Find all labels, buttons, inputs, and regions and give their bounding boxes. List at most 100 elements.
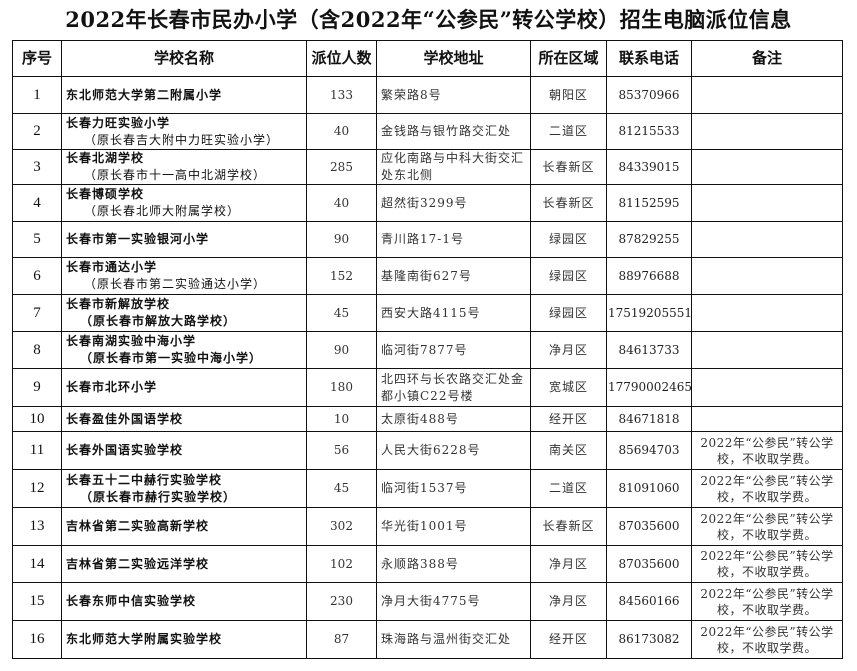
table-header-row: 序号 学校名称 派位人数 学校地址 所在区域 联系电话 备注: [12, 40, 843, 77]
school-name-text: 长春市北环小学: [66, 380, 158, 394]
school-address: 青川路17-1号: [376, 221, 531, 258]
note: [691, 294, 843, 332]
school-name: 吉林省第二实验高新学校: [61, 507, 307, 546]
phone-number: 81152595: [606, 184, 692, 222]
phone-number: 85370966: [606, 76, 692, 114]
note: [691, 368, 843, 407]
former-name: （原长春市解放大路学校）: [80, 314, 237, 328]
header-name: 学校名称: [61, 40, 307, 77]
table-row: 4 长春博硕学校 （原长春北师大附属学校） 40 超然街3299号 长春新区 8115259…: [12, 184, 843, 222]
district: 长春新区: [530, 184, 607, 222]
district: 南关区: [530, 431, 607, 470]
former-name: （原长春市第一实验中海小学）: [80, 351, 263, 365]
school-address: 临河街7877号: [376, 331, 531, 369]
school-address: 华光街1001号: [376, 507, 531, 546]
former-name: （原长春吉大附中力旺实验小学）: [84, 132, 280, 147]
table-row: 9 长春市北环小学 180 北四环与长农路交汇处金都小镇C22号楼 宽城区 1779000…: [12, 368, 843, 407]
phone-number: 87035600: [606, 507, 692, 546]
district: 绿园区: [530, 221, 607, 258]
allocation-count: 152: [306, 257, 377, 295]
school-address: 应化南路与中科大街交汇处东北侧: [376, 149, 531, 185]
district: 绿园区: [530, 294, 607, 332]
school-name-text: 长春盈佳外国语学校: [66, 411, 184, 426]
phone-number: 84613733: [606, 331, 692, 369]
phone-number: 81091060: [606, 469, 692, 508]
school-name: 长春盈佳外国语学校: [61, 406, 307, 432]
row-number: 8: [12, 331, 62, 369]
table-row: 13 吉林省第二实验高新学校 302 华光街1001号 长春新区 87035600 2022…: [12, 507, 843, 546]
note: [691, 406, 843, 432]
row-number: 13: [12, 507, 62, 546]
school-name-text: 长春博硕学校: [66, 187, 145, 201]
phone-number: 86173082: [606, 620, 692, 659]
note: 2022年“公参民”转公学校，不收取学费。: [691, 545, 843, 583]
phone-number: 17790002465: [606, 368, 692, 407]
table-row: 16 东北师范大学附属实验学校 87 珠海路与温州街交汇处 经开区 86173082 202…: [12, 620, 843, 659]
school-address: 临河街1537号: [376, 469, 531, 508]
school-name: 吉林省第二实验远洋学校: [61, 545, 307, 583]
phone-number: 87829255: [606, 221, 692, 258]
table-row: 10 长春盈佳外国语学校 10 太原街488号 经开区 84671818: [12, 406, 843, 432]
phone-number: 84671818: [606, 406, 692, 432]
school-name: 长春市通达小学 （原长春市第二实验通达小学）: [61, 257, 307, 295]
table-row: 6 长春市通达小学 （原长春市第二实验通达小学） 152 基隆南街627号 绿园区 8897…: [12, 257, 843, 295]
school-name-text: 长春外国语实验学校: [66, 443, 184, 457]
school-name: 长春力旺实验小学 （原长春吉大附中力旺实验小学）: [61, 113, 307, 150]
note: [691, 149, 843, 185]
allocation-count: 302: [306, 507, 377, 546]
school-name-text: 长春市通达小学: [66, 260, 158, 274]
school-address: 北四环与长农路交汇处金都小镇C22号楼: [376, 368, 531, 407]
school-name-text: 东北师范大学第二附属小学: [66, 87, 223, 102]
table-row: 1 东北师范大学第二附属小学 133 繁荣路8号 朝阳区 85370966: [12, 76, 843, 114]
school-name: 长春市第一实验银河小学: [61, 221, 307, 258]
table-row: 15 长春东师中信实验学校 230 净月大街4775号 净月区 84560166 2022年…: [12, 582, 843, 621]
note: [691, 76, 843, 114]
school-name: 长春北湖学校 （原长春市十一高中北湖学校）: [61, 149, 307, 185]
school-name: 长春五十二中赫行实验学校 （原长春市赫行实验学校）: [61, 469, 307, 508]
header-phone: 联系电话: [606, 40, 692, 77]
table-row: 11 长春外国语实验学校 56 人民大街6228号 南关区 85694703 2022年“公…: [12, 431, 843, 470]
note: 2022年“公参民”转公学校，不收取学费。: [691, 431, 843, 470]
school-name-text: 吉林省第二实验远洋学校: [66, 556, 210, 571]
phone-number: 85694703: [606, 431, 692, 470]
school-address: 繁荣路8号: [376, 76, 531, 114]
table-row: 5 长春市第一实验银河小学 90 青川路17-1号 绿园区 87829255: [12, 221, 843, 258]
allocation-count: 45: [306, 469, 377, 508]
district: 净月区: [530, 582, 607, 621]
table-row: 3 长春北湖学校 （原长春市十一高中北湖学校） 285 应化南路与中科大街交汇处东北侧长…: [12, 149, 843, 185]
row-number: 12: [12, 469, 62, 508]
school-name-text: 长春五十二中赫行实验学校: [66, 472, 223, 487]
table-row: 14 吉林省第二实验远洋学校 102 永顺路388号 净月区 87035600 2022年“…: [12, 545, 843, 583]
school-name-text: 长春市新解放学校: [66, 297, 171, 311]
table-row: 2 长春力旺实验小学 （原长春吉大附中力旺实验小学） 40 金钱路与银竹路交汇处 二道区 8…: [12, 113, 843, 150]
phone-number: 87035600: [606, 545, 692, 583]
school-name-text: 长春东师中信实验学校: [66, 594, 197, 608]
district: 长春新区: [530, 507, 607, 546]
district: 净月区: [530, 545, 607, 583]
row-number: 5: [12, 221, 62, 258]
page-title: 2022年长春市民办小学（含2022年“公参民”转公学校）招生电脑派位信息: [65, 7, 792, 32]
school-address: 永顺路388号: [376, 545, 531, 583]
allocation-count: 133: [306, 76, 377, 114]
row-number: 15: [12, 582, 62, 621]
row-number: 11: [12, 431, 62, 470]
school-name: 长春博硕学校 （原长春北师大附属学校）: [61, 184, 307, 222]
row-number: 14: [12, 545, 62, 583]
school-name: 长春东师中信实验学校: [61, 582, 307, 621]
note: [691, 221, 843, 258]
school-address: 净月大街4775号: [376, 582, 531, 621]
header-district: 所在区域: [530, 40, 607, 77]
school-name-text: 吉林省第二实验高新学校: [66, 519, 210, 533]
district: 宽城区: [530, 368, 607, 407]
school-address: 人民大街6228号: [376, 431, 531, 470]
table-row: 7 长春市新解放学校 （原长春市解放大路学校） 45 西安大路4115号 绿园区 17519…: [12, 294, 843, 332]
allocation-count: 90: [306, 221, 377, 258]
table-row: 8 长春南湖实验中海小学 （原长春市第一实验中海小学） 90 临河街7877号 净月区 84…: [12, 331, 843, 369]
note: [691, 113, 843, 150]
former-name: （原长春市第二实验通达小学）: [84, 277, 267, 291]
note: [691, 184, 843, 222]
allocation-count: 40: [306, 113, 377, 150]
header-count: 派位人数: [306, 40, 377, 77]
district: 经开区: [530, 406, 607, 432]
school-name: 长春外国语实验学校: [61, 431, 307, 470]
